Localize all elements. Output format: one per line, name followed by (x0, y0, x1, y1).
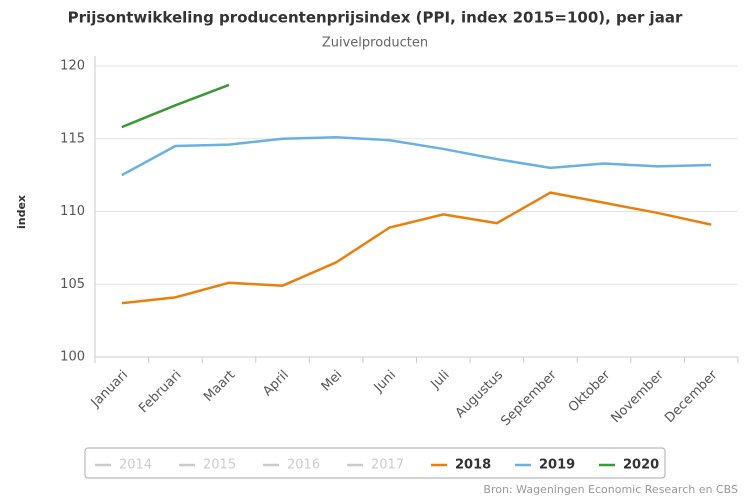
y-tick-label: 100 (60, 350, 85, 365)
source: Bron: Wageningen Economic Research en CB… (483, 483, 738, 496)
x-tick-label: Juli (428, 368, 453, 393)
y-tick-label: 105 (60, 277, 85, 292)
legend-label: 2019 (539, 458, 575, 473)
y-tick-label: 115 (60, 131, 85, 146)
x-tick-label: Mei (319, 368, 346, 395)
x-tick-label: December (662, 367, 721, 426)
legend-label: 2020 (623, 458, 659, 473)
chart-subtitle: Zuivelproducten (322, 36, 428, 51)
y-tick-label: 120 (60, 59, 85, 74)
x-tick-label: Juni (371, 368, 399, 396)
x-tick-label: Augustus (453, 368, 507, 422)
x-tick-label: November (608, 367, 667, 426)
legend-label: 2017 (371, 458, 404, 473)
x-tick-label: Maart (201, 368, 238, 405)
series-line (121, 83, 230, 129)
chart-title: Prijsontwikkeling producentenprijsindex … (68, 9, 683, 27)
legend-label: 2016 (287, 458, 320, 473)
x-tick-label: Januari (88, 368, 131, 411)
y-tick-label: 110 (60, 204, 85, 219)
legend-box (84, 447, 666, 479)
series-line (121, 136, 712, 177)
x-tick-label: Februari (136, 368, 184, 416)
legend-label: 2014 (119, 458, 152, 473)
series-line (121, 191, 712, 305)
y-axis-label: index (15, 195, 28, 229)
legend-label: 2018 (455, 458, 491, 473)
x-tick-label: April (260, 368, 292, 400)
legend-label: 2015 (203, 458, 236, 473)
x-tick-label: Oktober (566, 367, 614, 415)
x-tick-label: September (498, 367, 560, 429)
